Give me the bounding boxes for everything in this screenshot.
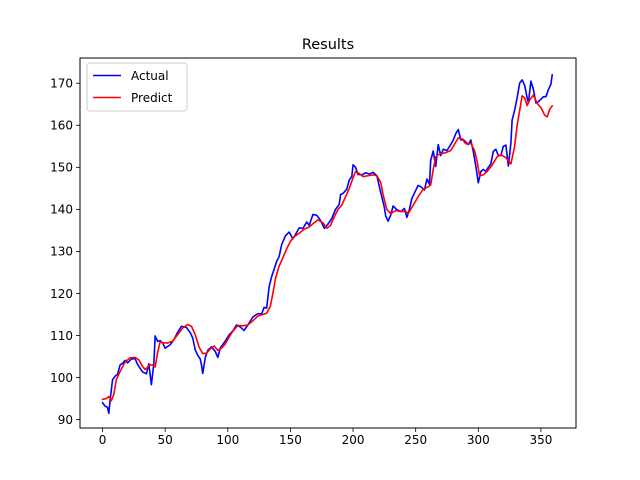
legend: Actual Predict: [86, 62, 188, 112]
x-tick-label: 350: [529, 433, 552, 447]
y-tick-label: 150: [50, 161, 73, 175]
x-tick-label: 0: [99, 433, 107, 447]
y-tick-label: 100: [50, 371, 73, 385]
legend-label-predict: Predict: [131, 91, 173, 105]
x-tick-label: 50: [158, 433, 173, 447]
y-tick-label: 120: [50, 287, 73, 301]
x-tick-label: 300: [467, 433, 490, 447]
y-tick-label: 160: [50, 119, 73, 133]
chart-title: Results: [302, 37, 354, 53]
y-tick-label: 110: [50, 329, 73, 343]
y-tick-label: 130: [50, 245, 73, 259]
plot-frame: [79, 57, 577, 429]
x-axis: 0 50 100 150 200 250 300 350: [99, 428, 552, 447]
legend-label-actual: Actual: [131, 69, 169, 83]
plot-background: [80, 58, 576, 428]
series-layer: [101, 73, 554, 415]
x-tick-label: 200: [342, 433, 365, 447]
y-axis: 90 100 110 120 130 140 150 160 170: [50, 77, 80, 427]
plot-area: [79, 57, 577, 429]
x-tick-label: 150: [279, 433, 302, 447]
series-line-actual: [101, 73, 554, 415]
y-tick-label: 140: [50, 203, 73, 217]
y-tick-label: 170: [50, 77, 73, 91]
y-tick-label: 90: [58, 413, 73, 427]
series-line-predict: [101, 94, 554, 402]
x-tick-label: 100: [216, 433, 239, 447]
x-tick-label: 250: [404, 433, 427, 447]
